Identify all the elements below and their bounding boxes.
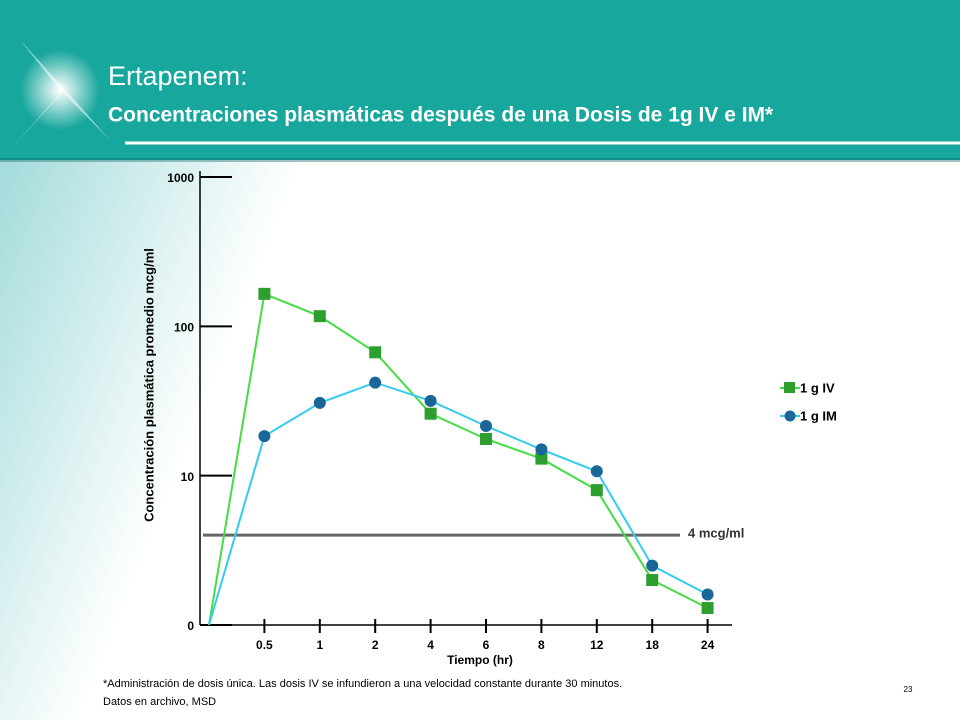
- x-tick-label: 12: [590, 638, 604, 652]
- data-point: [424, 394, 437, 407]
- data-point: [424, 407, 437, 420]
- data-point: [313, 310, 326, 323]
- data-point: [701, 601, 714, 614]
- series-line: [208, 381, 709, 626]
- y-tick-label: 0: [187, 619, 194, 633]
- data-point: [258, 287, 271, 300]
- slide-title: Ertapenem:: [108, 61, 248, 91]
- x-tick-label: 1: [316, 638, 323, 652]
- x-tick-label: 24: [701, 638, 715, 652]
- footnote: *Administración de dosis única. Las dosi…: [103, 678, 622, 690]
- data-point: [535, 452, 548, 465]
- header-logo: [10, 10, 120, 150]
- legend-marker: [784, 382, 795, 393]
- reference-label: 4 mcg/ml: [688, 526, 744, 541]
- y-tick-label: 1000: [167, 171, 194, 185]
- series-line: [208, 292, 709, 626]
- x-tick-label: 0.5: [256, 638, 273, 652]
- data-point: [258, 430, 271, 443]
- y-tick-label: 10: [181, 470, 195, 484]
- y-axis-label: Concentración plasmática promedio mcg/ml: [141, 248, 156, 522]
- x-axis-label: Tiempo (hr): [447, 653, 513, 667]
- header-band: [0, 0, 960, 160]
- data-point: [313, 396, 326, 409]
- data-point: [369, 376, 382, 389]
- data-point: [646, 559, 659, 572]
- data-point: [535, 443, 548, 456]
- data-point: [480, 420, 492, 433]
- header-shadow: [0, 158, 960, 162]
- data-point: [369, 346, 382, 359]
- page-number: 23: [904, 685, 913, 694]
- legend-marker: [784, 410, 796, 422]
- x-tick-label: 8: [538, 638, 545, 652]
- x-tick-label: 4: [427, 638, 434, 652]
- data-point: [701, 588, 714, 601]
- legend-label: 1 g IV: [800, 380, 835, 395]
- data-point: [590, 484, 603, 497]
- data-point: [646, 574, 659, 587]
- y-tick-label: 100: [174, 321, 194, 335]
- data-point: [590, 465, 603, 478]
- source: Datos en archivo, MSD: [103, 696, 216, 708]
- x-tick-label: 18: [646, 638, 660, 652]
- slide-subtitle: Concentraciones plasmáticas después de u…: [108, 104, 774, 127]
- x-tick-label: 2: [372, 638, 379, 652]
- legend-label: 1 g IM: [800, 408, 837, 423]
- x-tick-label: 6: [483, 638, 490, 652]
- data-point: [480, 433, 492, 446]
